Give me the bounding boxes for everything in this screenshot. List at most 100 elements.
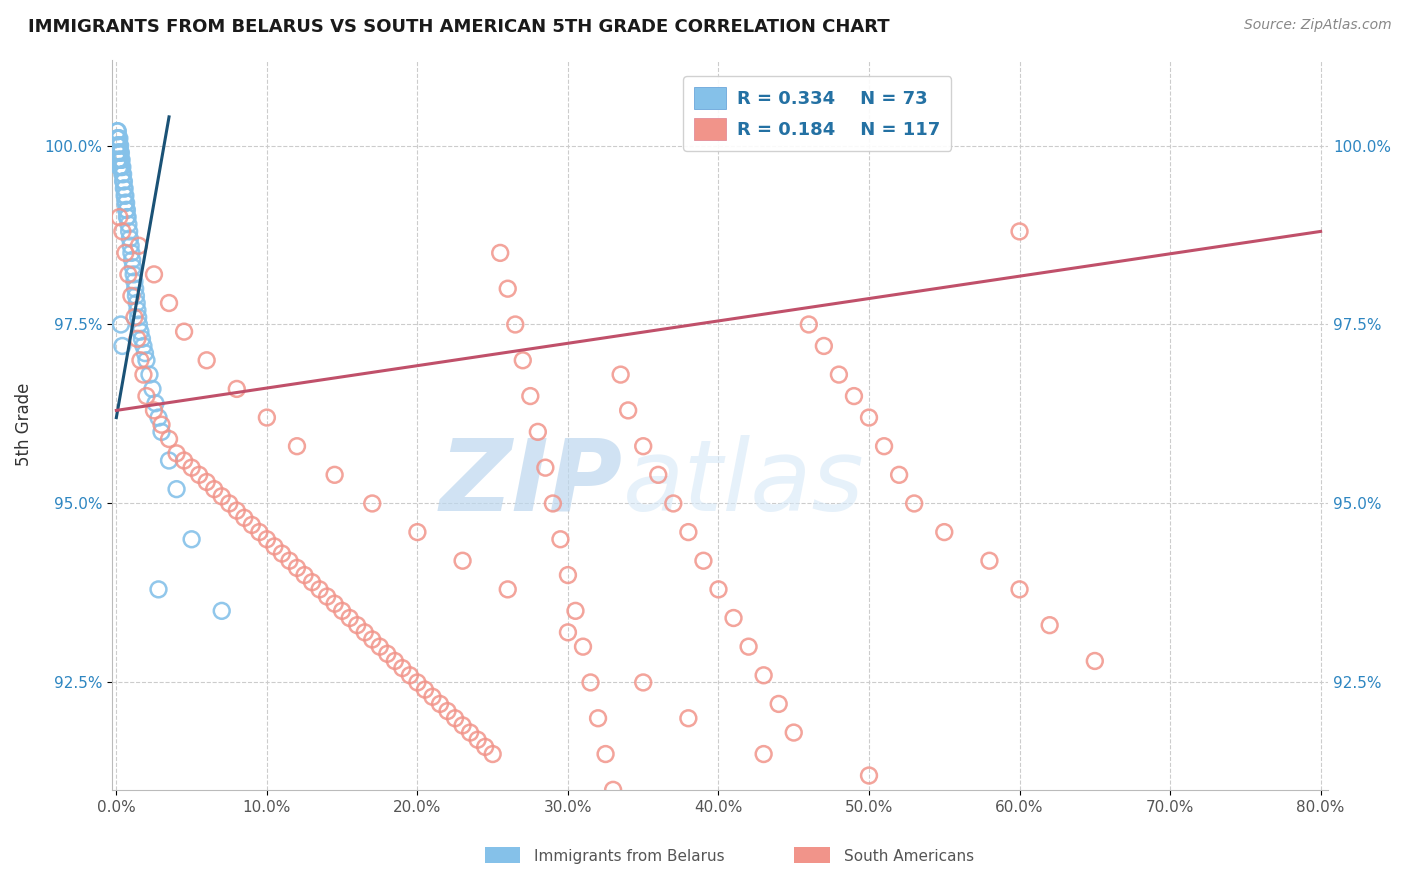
Point (557, 568, 579, 582)
Point (211, 489, 233, 503)
Point (903, 496, 925, 510)
Point (131, 332, 153, 346)
Point (316, 590, 339, 604)
Point (496, 582, 519, 597)
Point (647, 467, 669, 482)
Text: South Americans: South Americans (844, 849, 974, 863)
Point (339, 611, 361, 625)
Point (413, 682, 436, 697)
Point (124, 310, 146, 325)
Point (107, 138, 129, 153)
Point (858, 768, 880, 782)
Point (225, 382, 247, 396)
Point (240, 518, 263, 533)
Point (631, 439, 654, 453)
Point (444, 711, 467, 725)
Point (572, 640, 595, 654)
Point (125, 289, 148, 303)
Point (211, 604, 233, 618)
Point (110, 318, 132, 332)
Point (1039, 618, 1062, 632)
Point (128, 238, 150, 252)
Point (353, 625, 375, 640)
Point (112, 167, 135, 181)
Point (105, 145, 128, 160)
Point (271, 547, 294, 561)
Point (114, 188, 136, 202)
Point (783, 725, 806, 739)
Point (609, 368, 631, 382)
Point (105, 124, 128, 138)
Point (678, 525, 700, 540)
Point (256, 410, 278, 425)
Point (247, 525, 270, 540)
Point (122, 260, 145, 275)
Point (124, 282, 146, 296)
Point (143, 268, 166, 282)
Point (120, 238, 142, 252)
Point (107, 145, 129, 160)
Point (125, 296, 148, 310)
Point (828, 368, 851, 382)
Point (132, 339, 155, 353)
Point (166, 446, 188, 460)
Point (579, 675, 602, 690)
Point (121, 253, 143, 268)
Point (107, 131, 129, 145)
Point (768, 697, 790, 711)
Point (118, 231, 141, 245)
Point (120, 289, 142, 303)
Point (752, 668, 775, 682)
Point (842, 389, 865, 403)
Point (346, 618, 368, 632)
Point (114, 188, 136, 202)
Point (114, 246, 136, 260)
Point (114, 181, 136, 195)
Point (173, 453, 195, 467)
Point (108, 153, 131, 167)
Point (111, 339, 134, 353)
Point (752, 747, 775, 761)
Point (110, 160, 132, 174)
Point (115, 202, 138, 217)
Point (124, 275, 146, 289)
Text: IMMIGRANTS FROM BELARUS VS SOUTH AMERICAN 5TH GRADE CORRELATION CHART: IMMIGRANTS FROM BELARUS VS SOUTH AMERICA… (28, 18, 890, 36)
Point (111, 160, 134, 174)
Point (692, 554, 714, 568)
Point (1084, 654, 1107, 668)
Point (361, 632, 384, 647)
Point (737, 640, 759, 654)
Point (225, 503, 247, 517)
Point (107, 153, 129, 167)
Point (429, 697, 451, 711)
Point (150, 425, 173, 439)
Point (110, 160, 132, 174)
Point (110, 153, 132, 167)
Point (474, 739, 496, 754)
Point (145, 396, 167, 410)
Point (115, 210, 138, 224)
Point (285, 561, 308, 575)
Point (934, 525, 956, 540)
Point (813, 339, 835, 353)
Point (107, 138, 129, 153)
Point (108, 160, 131, 174)
Text: ZIP: ZIP (440, 434, 623, 532)
Point (233, 510, 256, 524)
Point (111, 224, 134, 238)
Point (107, 131, 129, 145)
Point (112, 174, 135, 188)
Point (108, 138, 131, 153)
Point (112, 181, 135, 195)
Point (117, 210, 139, 224)
Point (979, 554, 1001, 568)
Point (150, 417, 173, 432)
Point (127, 310, 149, 325)
Point (496, 282, 519, 296)
Point (723, 611, 745, 625)
Point (122, 268, 145, 282)
Point (375, 647, 398, 661)
Point (110, 145, 132, 160)
Point (263, 540, 285, 554)
Point (180, 533, 202, 547)
